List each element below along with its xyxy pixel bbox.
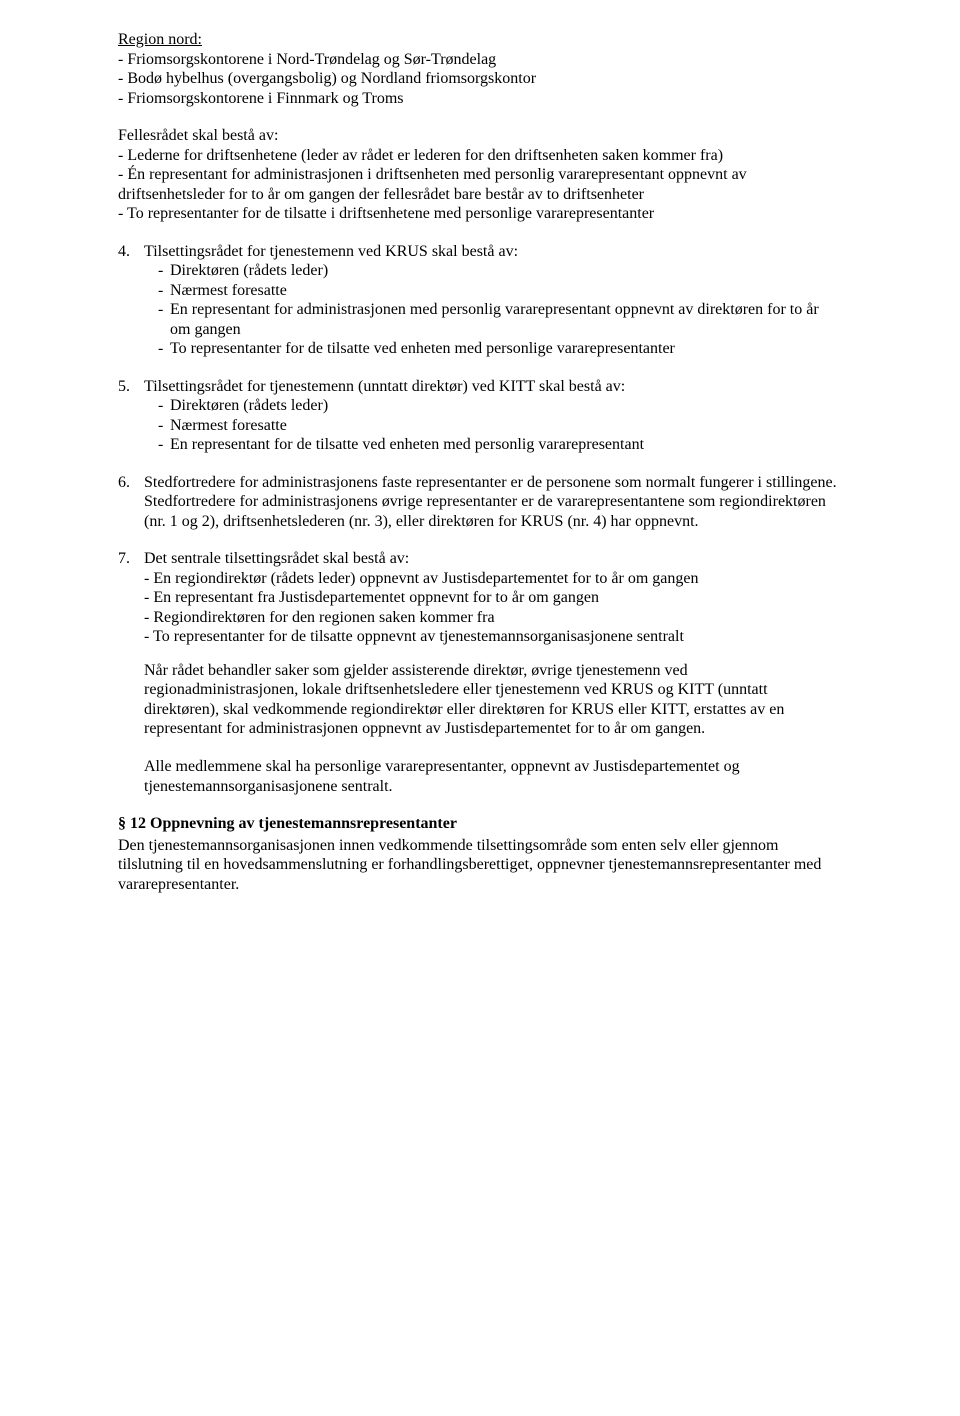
felles-block: Fellesrådet skal bestå av: - Lederne for…	[118, 126, 842, 224]
dash-icon: -	[144, 281, 170, 301]
list-item: - Regiondirektøren for den regionen sake…	[144, 608, 842, 628]
num-label: 4.	[118, 242, 144, 262]
dash-item: - To representanter for de tilsatte ved …	[144, 339, 842, 359]
dash-item: - Direktøren (rådets leder)	[144, 261, 842, 281]
dash-item: - En representant for de tilsatte ved en…	[144, 435, 842, 455]
dash-item: - En representant for administrasjonen m…	[144, 300, 842, 339]
region-block: Region nord: - Friomsorgskontorene i Nor…	[118, 30, 842, 108]
num-label: 7.	[118, 549, 144, 569]
list-item: - Bodø hybelhus (overgangsbolig) og Nord…	[118, 69, 842, 89]
section-12-heading: § 12 Oppnevning av tjenestemannsrepresen…	[118, 814, 842, 834]
num-body: Stedfortredere for administrasjonens fas…	[144, 473, 842, 532]
list-item: - Friomsorgskontorene i Finnmark og Trom…	[118, 89, 842, 109]
list-item: - To representanter for de tilsatte oppn…	[144, 627, 842, 647]
list-item: - To representanter for de tilsatte i dr…	[118, 204, 842, 224]
region-list: - Friomsorgskontorene i Nord-Trøndelag o…	[118, 50, 842, 109]
dash-body: Direktøren (rådets leder)	[170, 396, 842, 416]
list-item: - En regiondirektør (rådets leder) oppne…	[144, 569, 842, 589]
dash-item: - Direktøren (rådets leder)	[144, 396, 842, 416]
felles-list: - Lederne for driftsenhetene (leder av r…	[118, 146, 842, 224]
dash-item: - Nærmest foresatte	[144, 281, 842, 301]
list-item: - Lederne for driftsenhetene (leder av r…	[118, 146, 842, 166]
dash-icon: -	[144, 396, 170, 416]
point-lead: Tilsettingsrådet for tjenestemenn ved KR…	[144, 242, 842, 262]
point-4: 4. Tilsettingsrådet for tjenestemenn ved…	[118, 242, 842, 359]
point-5: 5. Tilsettingsrådet for tjenestemenn (un…	[118, 377, 842, 455]
list-item: - En representant fra Justisdepartemente…	[144, 588, 842, 608]
num-body: Det sentrale tilsettingsrådet skal bestå…	[144, 549, 842, 647]
point-lead: Tilsettingsrådet for tjenestemenn (unnta…	[144, 377, 842, 397]
list-item: - Én representant for administrasjonen i…	[118, 165, 842, 204]
dash-body: En representant for de tilsatte ved enhe…	[170, 435, 842, 455]
num-body: Tilsettingsrådet for tjenestemenn (unnta…	[144, 377, 842, 455]
num-body: Tilsettingsrådet for tjenestemenn ved KR…	[144, 242, 842, 359]
num-label: 5.	[118, 377, 144, 397]
dash-icon: -	[144, 300, 170, 320]
point-7-para-b: Alle medlemmene skal ha personlige varar…	[144, 757, 842, 796]
document-page: Region nord: - Friomsorgskontorene i Nor…	[0, 0, 960, 1416]
point-lead: Det sentrale tilsettingsrådet skal bestå…	[144, 549, 842, 569]
dash-body: Nærmest foresatte	[170, 416, 842, 436]
point-7: 7. Det sentrale tilsettingsrådet skal be…	[118, 549, 842, 647]
point-7-para-a: Når rådet behandler saker som gjelder as…	[144, 661, 842, 739]
dash-icon: -	[144, 416, 170, 436]
dash-body: Direktøren (rådets leder)	[170, 261, 842, 281]
list-item: - Friomsorgskontorene i Nord-Trøndelag o…	[118, 50, 842, 70]
dash-icon: -	[144, 261, 170, 281]
point-6: 6. Stedfortredere for administrasjonens …	[118, 473, 842, 532]
dash-icon: -	[144, 435, 170, 455]
dash-body: To representanter for de tilsatte ved en…	[170, 339, 842, 359]
num-label: 6.	[118, 473, 144, 493]
dash-item: - Nærmest foresatte	[144, 416, 842, 436]
dash-icon: -	[144, 339, 170, 359]
dash-body: En representant for administrasjonen med…	[170, 300, 842, 339]
region-heading: Region nord:	[118, 30, 842, 50]
section-12-body: Den tjenestemannsorganisasjonen innen ve…	[118, 836, 842, 895]
dash-body: Nærmest foresatte	[170, 281, 842, 301]
point-body-text: Stedfortredere for administrasjonens fas…	[144, 474, 837, 530]
felles-lead: Fellesrådet skal bestå av:	[118, 126, 842, 146]
